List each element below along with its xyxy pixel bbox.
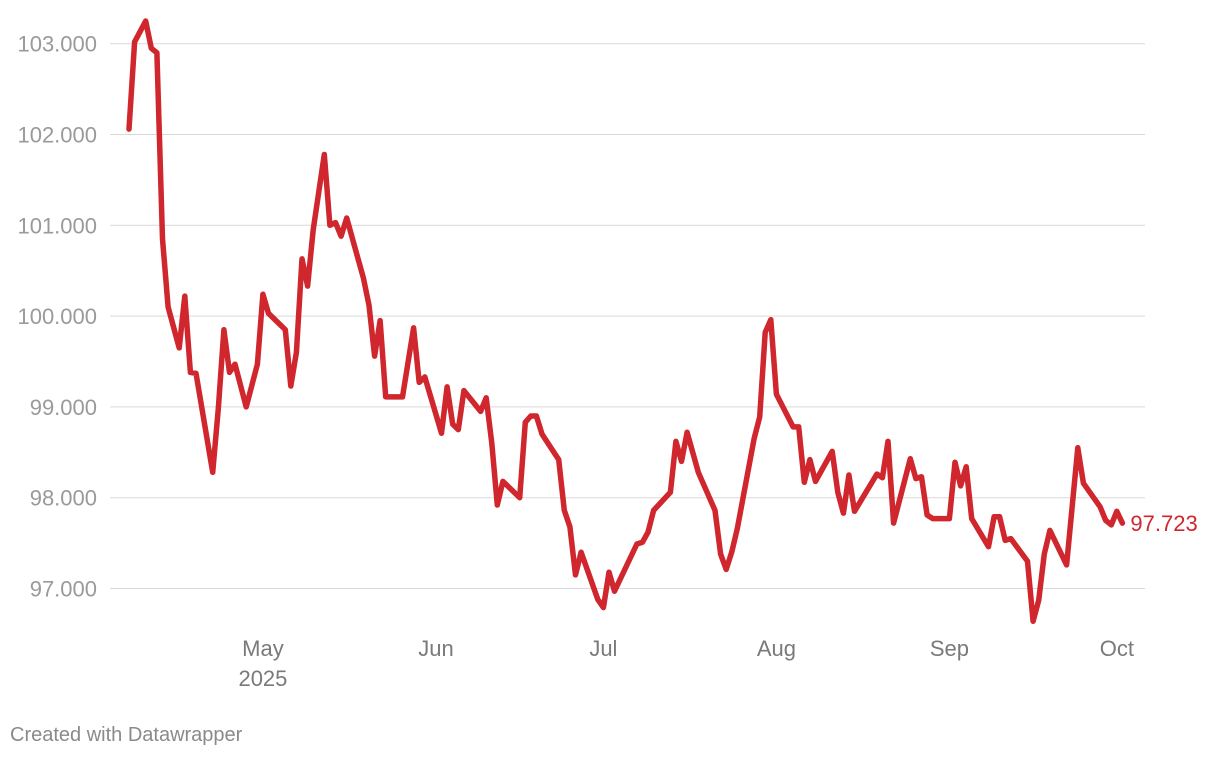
y-tick-label: 103.000 xyxy=(17,32,97,57)
y-tick-label: 97.000 xyxy=(30,577,97,602)
end-value-label-layer: 97.723 xyxy=(1130,511,1197,536)
x-axis-tick-labels: May 2025 Jun Jul Aug Sep Oct xyxy=(238,636,1133,691)
y-tick-label: 100.000 xyxy=(17,304,97,329)
x-tick-label: Sep xyxy=(930,636,969,661)
credit-text: Created with Datawrapper xyxy=(10,724,243,746)
x-tick-label: Oct xyxy=(1100,636,1134,661)
series-layer xyxy=(126,18,1126,624)
x-tick-sublabel: 2025 xyxy=(238,666,287,691)
y-tick-label: 99.000 xyxy=(30,395,97,420)
y-axis-tick-labels: 97.000 98.000 99.000 100.000 101.000 102.000 1… xyxy=(17,32,97,602)
y-tick-label: 102.000 xyxy=(17,123,97,148)
y-tick-label: 101.000 xyxy=(17,213,97,238)
x-tick-label: Jun xyxy=(418,636,453,661)
x-tick-label: Aug xyxy=(757,636,796,661)
end-value-label: 97.723 xyxy=(1130,511,1197,536)
gridlines xyxy=(110,43,1145,589)
series-line xyxy=(126,18,1126,624)
x-tick-label: Jul xyxy=(589,636,617,661)
line-chart: 97.000 98.000 99.000 100.000 101.000 102.000 1… xyxy=(17,18,1198,691)
x-tick-label: May xyxy=(242,636,284,661)
y-tick-label: 98.000 xyxy=(30,486,97,511)
